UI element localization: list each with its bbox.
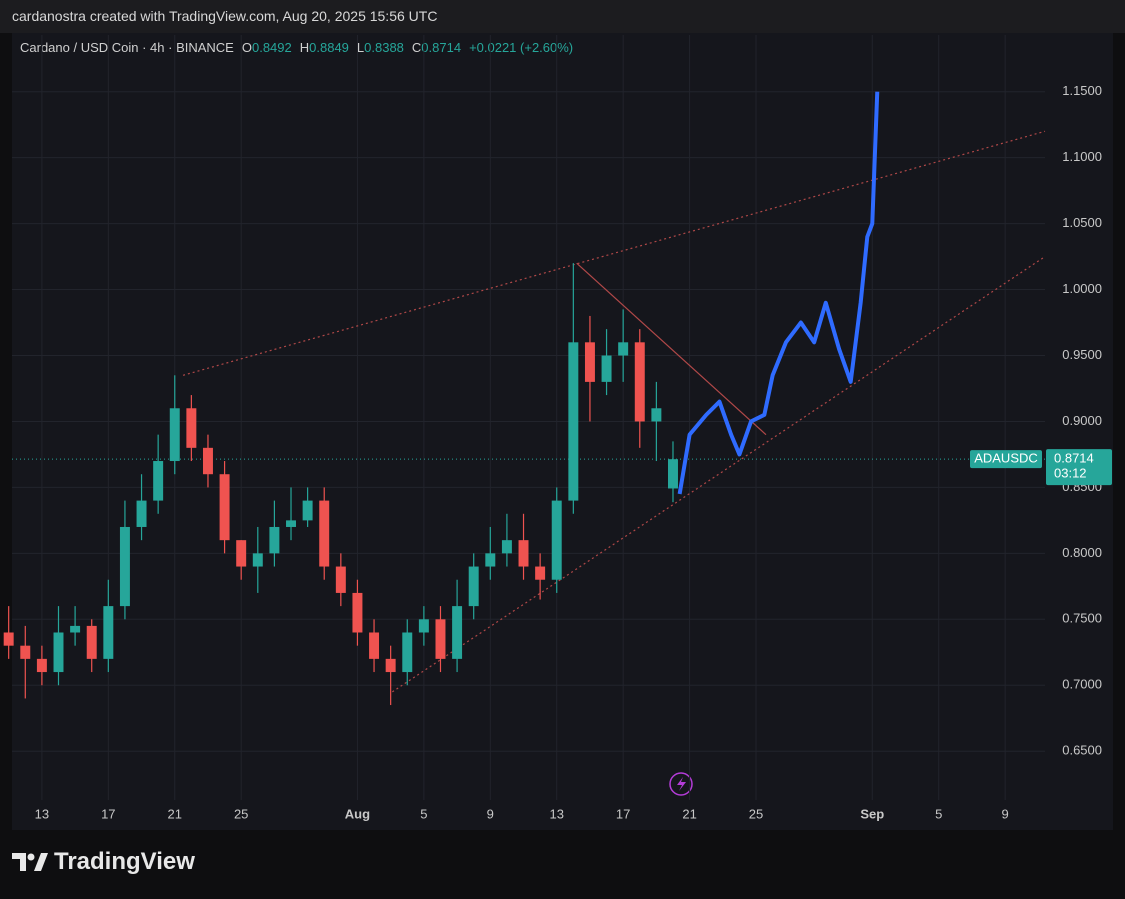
candle-body — [20, 645, 31, 659]
candle-body — [618, 342, 629, 356]
x-tick-label: 21 — [168, 806, 182, 821]
candle-body — [86, 625, 97, 659]
candle-body — [634, 342, 645, 422]
candle-body — [219, 474, 230, 541]
y-tick-label: 0.7000 — [1062, 677, 1102, 692]
y-tick-label: 0.8000 — [1062, 545, 1102, 560]
candle-body — [485, 553, 496, 567]
projection-line — [677, 91, 880, 495]
price-tag — [1046, 449, 1112, 486]
last-price: 0.8714 — [1054, 451, 1094, 466]
x-tick-label: 21 — [682, 806, 696, 821]
ohlc-value: 0.8388 — [364, 40, 404, 55]
event-icon[interactable] — [669, 772, 693, 796]
legend: Cardano / USD Coin · 4h · BINANCE O0.8492… — [20, 40, 573, 55]
ohlc-key: L — [357, 40, 364, 55]
candle-body — [418, 619, 429, 633]
trend-line — [182, 130, 1046, 376]
legend-text: Cardano / USD Coin · 4h · BINANCE O0.8492… — [20, 40, 573, 55]
candle-body — [452, 606, 463, 659]
candle-body — [302, 500, 313, 521]
x-tick-label: 5 — [935, 806, 942, 821]
y-tick-label: 1.1000 — [1062, 149, 1102, 164]
candle-body — [252, 553, 263, 567]
candle-body — [601, 355, 612, 382]
candle-body — [668, 459, 678, 489]
candle-body — [535, 566, 546, 580]
candle-body — [3, 632, 14, 646]
candle-body — [402, 632, 413, 673]
y-tick-label: 0.6500 — [1062, 743, 1102, 758]
candle-body — [36, 658, 47, 673]
ohlc-value: 0.8492 — [252, 40, 292, 55]
candle-body — [551, 500, 562, 580]
candle-body — [584, 342, 595, 382]
candle-body — [53, 632, 64, 673]
footer: TradingView — [12, 848, 195, 876]
y-tick-label: 0.9500 — [1062, 347, 1102, 362]
candle-body — [518, 540, 529, 567]
candle-body — [319, 500, 330, 567]
ohlc-value: 0.8714 — [421, 40, 461, 55]
y-tick-label: 1.1500 — [1062, 83, 1102, 98]
x-tick-label: 25 — [234, 806, 248, 821]
candle-body — [236, 540, 247, 567]
candle-body — [153, 461, 164, 501]
trend-line — [391, 256, 1046, 693]
candle-body — [269, 526, 280, 554]
x-tick-label: 25 — [749, 806, 763, 821]
candle-body — [169, 408, 180, 462]
ohlc-key: C — [412, 40, 421, 55]
y-tick-label: 1.0000 — [1062, 281, 1102, 296]
x-tick-label: Sep — [860, 806, 884, 821]
x-tick-label: 13 — [35, 806, 49, 821]
logo — [12, 853, 48, 871]
candle-body — [286, 520, 296, 527]
x-tick-label: 17 — [101, 806, 115, 821]
x-tick-label: 5 — [420, 806, 427, 821]
y-tick-label: 1.0500 — [1062, 215, 1102, 230]
candle-body — [70, 625, 81, 633]
countdown: 03:12 — [1054, 466, 1087, 481]
ohlc-value: 0.8849 — [309, 40, 349, 55]
y-tick-label: 0.7500 — [1062, 611, 1102, 626]
event-bolt — [677, 777, 686, 791]
x-tick-label: Aug — [345, 806, 370, 821]
symbol: Cardano / USD Coin · 4h · BINANCE — [20, 40, 234, 55]
x-tick-label: 13 — [549, 806, 563, 821]
candle-body — [385, 658, 396, 673]
credit-bar: cardanostra created with TradingView.com… — [0, 0, 1125, 33]
change: +0.0221 (+2.60%) — [469, 40, 573, 55]
candle-body — [335, 566, 346, 593]
x-tick-label: 9 — [1002, 806, 1009, 821]
candle-body — [119, 526, 130, 607]
symbol-tag — [970, 450, 1042, 469]
candle-body — [568, 342, 579, 501]
candle-body — [435, 619, 446, 659]
candle-body — [651, 408, 662, 422]
y-tick-label: 0.9000 — [1062, 413, 1102, 428]
symbol-code: ADAUSDC — [974, 451, 1038, 466]
trend-line — [576, 262, 767, 436]
candle-body — [202, 447, 213, 475]
x-tick-label: 9 — [487, 806, 494, 821]
credit: cardanostra created with TradingView.com… — [12, 8, 438, 24]
candle-body — [468, 566, 479, 607]
candle-body — [352, 592, 363, 633]
candle-body — [369, 632, 380, 659]
ohlc-key: H — [300, 40, 309, 55]
x-tick-label: 17 — [616, 806, 630, 821]
candle-body — [186, 408, 197, 448]
brand: TradingView — [54, 848, 195, 875]
ohlc-key: O — [242, 40, 252, 55]
candle-body — [136, 500, 147, 527]
candle-body — [103, 606, 114, 659]
candle-body — [501, 540, 512, 554]
